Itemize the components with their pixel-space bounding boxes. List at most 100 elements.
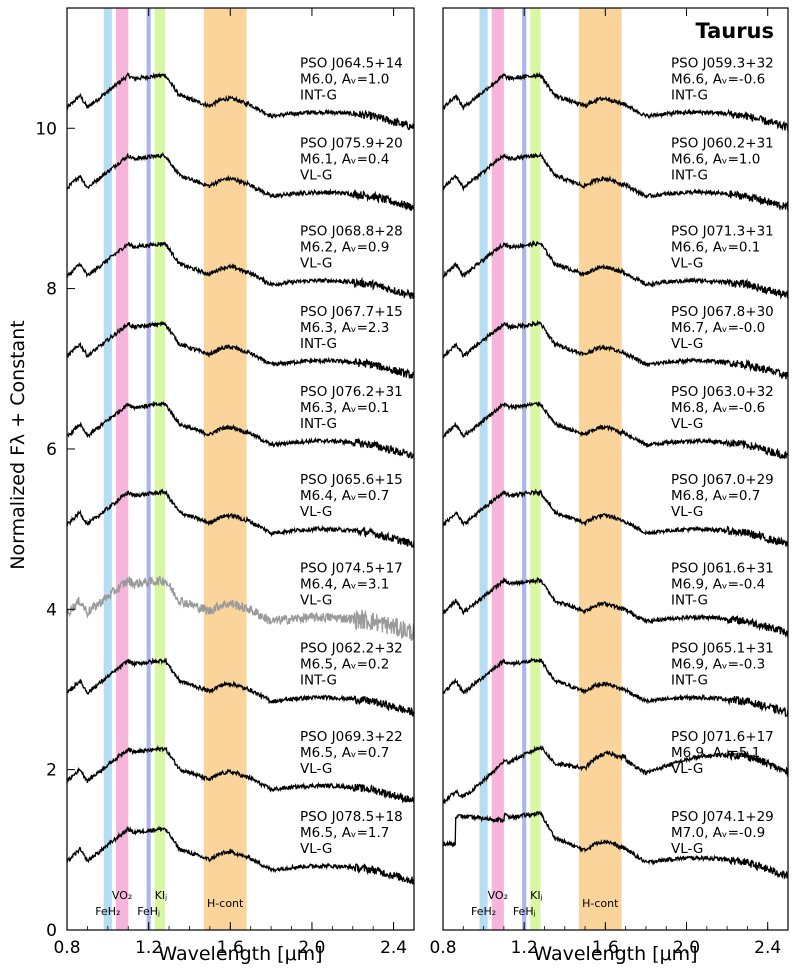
spectrum-label: PSO J065.6+15 (300, 472, 403, 488)
spectrum-label: INT-G (671, 673, 708, 689)
spectrum-line (66, 657, 415, 717)
spectrum-label: VL-G (671, 761, 703, 777)
x-tick-label: 1.2 (511, 938, 538, 958)
spectrum-label: VL-G (300, 761, 332, 777)
spectrum-line (66, 152, 415, 212)
spectrum-label: INT-G (300, 673, 337, 689)
x-tick-label: 2.0 (298, 938, 325, 958)
spectrum-label: M6.9, Aᵥ=-0.3 (671, 657, 765, 673)
spectrum-line (66, 575, 415, 642)
x-tick-label: 0.8 (53, 938, 80, 958)
spectrum-label: M6.4, Aᵥ=3.1 (300, 576, 389, 592)
spectrum-line (442, 488, 789, 548)
band-label-h-cont: H-cont (582, 897, 619, 910)
band-fehz (103, 8, 112, 930)
spectrum-label: PSO J069.3+22 (300, 729, 403, 745)
spectrum-label: PSO J071.3+31 (671, 224, 774, 240)
spectrum-label: VL-G (671, 504, 703, 520)
spectrum-label: INT-G (300, 416, 337, 432)
band-label-fehz: FeH₂ (95, 905, 120, 918)
spectrum-line (66, 488, 415, 549)
spectrum-line (66, 825, 415, 885)
band-label-kij: KIⱼ (155, 889, 167, 902)
spectrum-label: VL-G (671, 416, 703, 432)
panel-title: Taurus (695, 19, 774, 43)
band-fehz (479, 8, 488, 930)
spectrum-label: M6.8, Aᵥ=0.7 (671, 488, 760, 504)
y-tick-label: 0 (46, 921, 57, 941)
x-tick-label: 1.6 (217, 938, 244, 958)
x-tick-label: 1.6 (592, 938, 619, 958)
spectrum-label: PSO J071.6+17 (671, 729, 774, 745)
spectrum-label: M6.7, Aᵥ=-0.0 (671, 320, 765, 336)
x-tick-label: 0.8 (429, 938, 456, 958)
band-voz (115, 8, 129, 930)
spectrum-line (442, 745, 789, 805)
spectrum-label: M6.6, Aᵥ=1.0 (671, 152, 760, 168)
spectrum-label: VL-G (671, 256, 703, 272)
band-voz (491, 8, 504, 930)
spectrum-label: M6.8, Aᵥ=-0.6 (671, 400, 765, 416)
spectrum-label: INT-G (671, 168, 708, 184)
spectrum-label: VL-G (300, 592, 332, 608)
band-label-h-cont: H-cont (207, 897, 244, 910)
spectrum-label: M6.3, Aᵥ=2.3 (300, 320, 389, 336)
spectrum-line (442, 810, 789, 880)
x-axis-title: Wavelength [μm] (158, 943, 322, 965)
band-label-voz: VO₂ (488, 889, 508, 902)
spectrum-label: VL-G (300, 841, 332, 857)
spectrum-label: VL-G (671, 841, 703, 857)
spectrum-line (66, 72, 415, 131)
spectrum-label: M6.5, Aᵥ=0.2 (300, 657, 389, 673)
y-tick-label: 10 (35, 119, 57, 139)
spectrum-label: PSO J065.1+31 (671, 641, 774, 657)
spectrum-line (66, 241, 415, 299)
band-kij (530, 8, 541, 930)
x-tick-label: 2.0 (673, 938, 700, 958)
spectrum-label: PSO J063.0+32 (671, 384, 774, 400)
spectrum-label: PSO J067.8+30 (671, 304, 774, 320)
spectrum-label: M6.5, Aᵥ=0.7 (300, 745, 389, 761)
spectrum-line (442, 151, 789, 211)
spectrum-label: INT-G (671, 592, 708, 608)
spectrum-label: PSO J074.5+17 (300, 560, 403, 576)
spectrum-label: M6.1, Aᵥ=0.4 (300, 152, 389, 168)
band-label-fehj: FeHⱼ (137, 905, 160, 918)
spectrum-label: PSO J064.5+14 (300, 55, 403, 71)
band-label-kij: KIⱼ (530, 889, 542, 902)
spectrum-label: PSO J059.3+32 (671, 55, 774, 71)
spectrum-line (66, 400, 415, 459)
spectrum-label: PSO J076.2+31 (300, 384, 403, 400)
spectrum-label: PSO J062.2+32 (300, 641, 403, 657)
y-tick-label: 6 (46, 440, 57, 460)
band-fehj (522, 8, 527, 930)
spectrum-label: PSO J074.1+29 (671, 809, 774, 825)
spectrum-label: PSO J061.6+31 (671, 560, 774, 576)
spectrum-line (66, 744, 415, 804)
spectrum-label: M6.9, Aᵥ=5.1 (671, 745, 760, 761)
spectrum-label: VL-G (300, 256, 332, 272)
spectrum-label: PSO J067.0+29 (671, 472, 774, 488)
spectrum-label: INT-G (300, 336, 337, 352)
spectrum-label: M6.2, Aᵥ=0.9 (300, 240, 389, 256)
spectrum-label: M6.0, Aᵥ=1.0 (300, 71, 389, 87)
spectrum-label: M6.6, Aᵥ=0.1 (671, 240, 760, 256)
band-label-voz: VO₂ (112, 889, 132, 902)
spectrum-line (442, 401, 789, 460)
x-tick-label: 2.4 (380, 938, 407, 958)
spectrum-label: PSO J060.2+31 (671, 136, 774, 152)
spectrum-line (442, 657, 789, 718)
y-tick-label: 8 (46, 280, 57, 300)
spectrum-line (442, 576, 789, 639)
x-axis-title: Wavelength [μm] (533, 943, 697, 965)
axes-frame (66, 7, 415, 931)
spectrum-line (442, 240, 789, 300)
spectrum-line (442, 71, 789, 132)
band-label-fehj: FeHⱼ (513, 905, 536, 918)
y-tick-label: 2 (46, 761, 57, 781)
band-h-cont (578, 8, 622, 930)
spectrum-label: INT-G (300, 87, 337, 103)
spectrum-label: M6.6, Aᵥ=-0.6 (671, 71, 765, 87)
